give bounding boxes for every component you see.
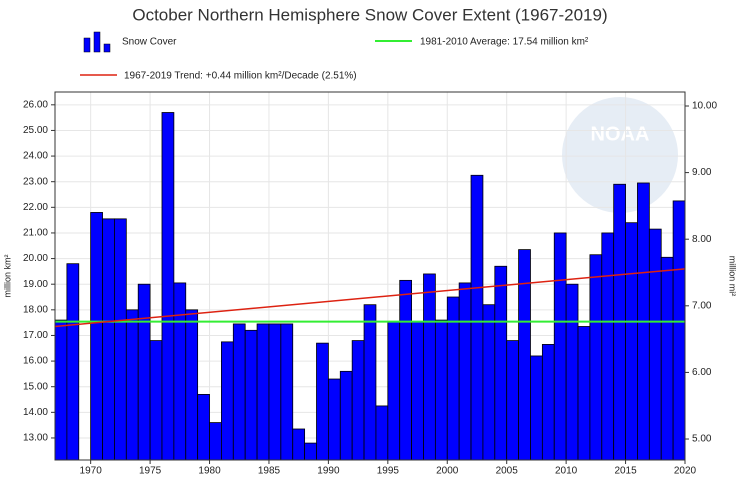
legend-label: 1967-2019 Trend: +0.44 million km²/Decad…	[124, 71, 357, 82]
bar	[530, 355, 543, 461]
bar	[161, 112, 175, 461]
y2-tick-label: 10.00	[692, 101, 717, 112]
x-tick-label: 2005	[496, 466, 519, 477]
bar	[423, 273, 436, 461]
bar	[232, 323, 246, 461]
y-axis-label: million km²	[2, 254, 12, 297]
legend-swatch	[83, 37, 91, 53]
plot-frame	[54, 91, 686, 461]
logo-text: NOAA	[591, 123, 650, 145]
bar	[482, 304, 496, 461]
y-tick-label: 13.00	[23, 433, 48, 444]
y-tick-label: 16.00	[23, 356, 48, 367]
y-tick-label: 17.00	[23, 330, 48, 341]
x-tick-label: 1985	[258, 466, 281, 477]
bar	[114, 218, 127, 461]
legend-label: 1981-2010 Average: 17.54 million km²	[420, 37, 589, 48]
bar	[672, 200, 686, 461]
x-tick-label: 1995	[377, 466, 400, 477]
y-tick-label: 21.00	[23, 228, 48, 239]
bar	[660, 256, 674, 461]
bar	[458, 282, 472, 461]
bar	[316, 342, 329, 461]
trend-line	[54, 268, 686, 328]
y-tick-label: 15.00	[23, 381, 48, 392]
bar	[553, 232, 567, 461]
bar	[577, 326, 591, 461]
bar	[209, 422, 222, 461]
y2-axis-label: million mi²	[728, 256, 738, 297]
bar	[363, 304, 377, 461]
bar	[648, 228, 662, 461]
bar	[102, 218, 115, 461]
bar	[470, 174, 484, 461]
bar	[589, 254, 603, 461]
legend-swatch	[103, 43, 111, 53]
bar	[601, 232, 615, 461]
bar	[185, 309, 199, 461]
y-tick-label: 23.00	[23, 176, 48, 187]
bar	[399, 279, 413, 461]
bar	[506, 340, 519, 461]
x-tick-label: 2000	[436, 466, 459, 477]
bar	[280, 323, 294, 461]
bar	[149, 340, 163, 461]
bar	[518, 249, 531, 461]
bar	[137, 283, 151, 461]
bar	[387, 320, 401, 461]
bar	[541, 344, 555, 461]
bar	[221, 341, 234, 461]
bar	[54, 319, 68, 461]
x-tick-label: 1980	[198, 466, 221, 477]
bar	[244, 329, 258, 461]
bar	[411, 320, 424, 461]
bar	[90, 212, 103, 461]
bar	[434, 319, 448, 461]
y-tick-label: 20.00	[23, 253, 48, 264]
x-tick-label: 1970	[80, 466, 103, 477]
y2-tick-label: 5.00	[692, 434, 712, 445]
bar	[256, 323, 270, 461]
y-tick-label: 26.00	[23, 99, 48, 110]
bar	[565, 283, 579, 461]
bar	[327, 378, 341, 461]
y2-tick-label: 8.00	[692, 234, 712, 245]
bar	[304, 442, 317, 461]
y-tick-label: 18.00	[23, 304, 48, 315]
legend-label: Snow Cover	[122, 37, 177, 48]
bar	[173, 282, 187, 461]
y2-tick-label: 6.00	[692, 367, 712, 378]
bar	[66, 263, 80, 461]
bar	[494, 265, 508, 461]
legend-swatch	[93, 31, 101, 53]
y-tick-label: 22.00	[23, 202, 48, 213]
y-tick-label: 19.00	[23, 279, 48, 290]
bar	[625, 222, 638, 461]
x-tick-label: 2020	[674, 466, 697, 477]
y-tick-label: 25.00	[23, 125, 48, 136]
x-tick-label: 1990	[317, 466, 340, 477]
bar	[125, 309, 139, 461]
y2-tick-label: 7.00	[692, 300, 712, 311]
x-tick-label: 2010	[555, 466, 578, 477]
y-tick-label: 24.00	[23, 151, 48, 162]
bar	[268, 323, 282, 461]
x-tick-label: 1975	[139, 466, 162, 477]
chart-title: October Northern Hemisphere Snow Cover E…	[132, 5, 607, 24]
bar	[339, 370, 353, 461]
y-tick-label: 14.00	[23, 407, 48, 418]
bar	[292, 428, 306, 461]
bar	[197, 393, 210, 461]
y2-tick-label: 9.00	[692, 167, 712, 178]
bar	[351, 340, 365, 461]
bar	[375, 405, 389, 461]
x-tick-label: 2015	[614, 466, 637, 477]
